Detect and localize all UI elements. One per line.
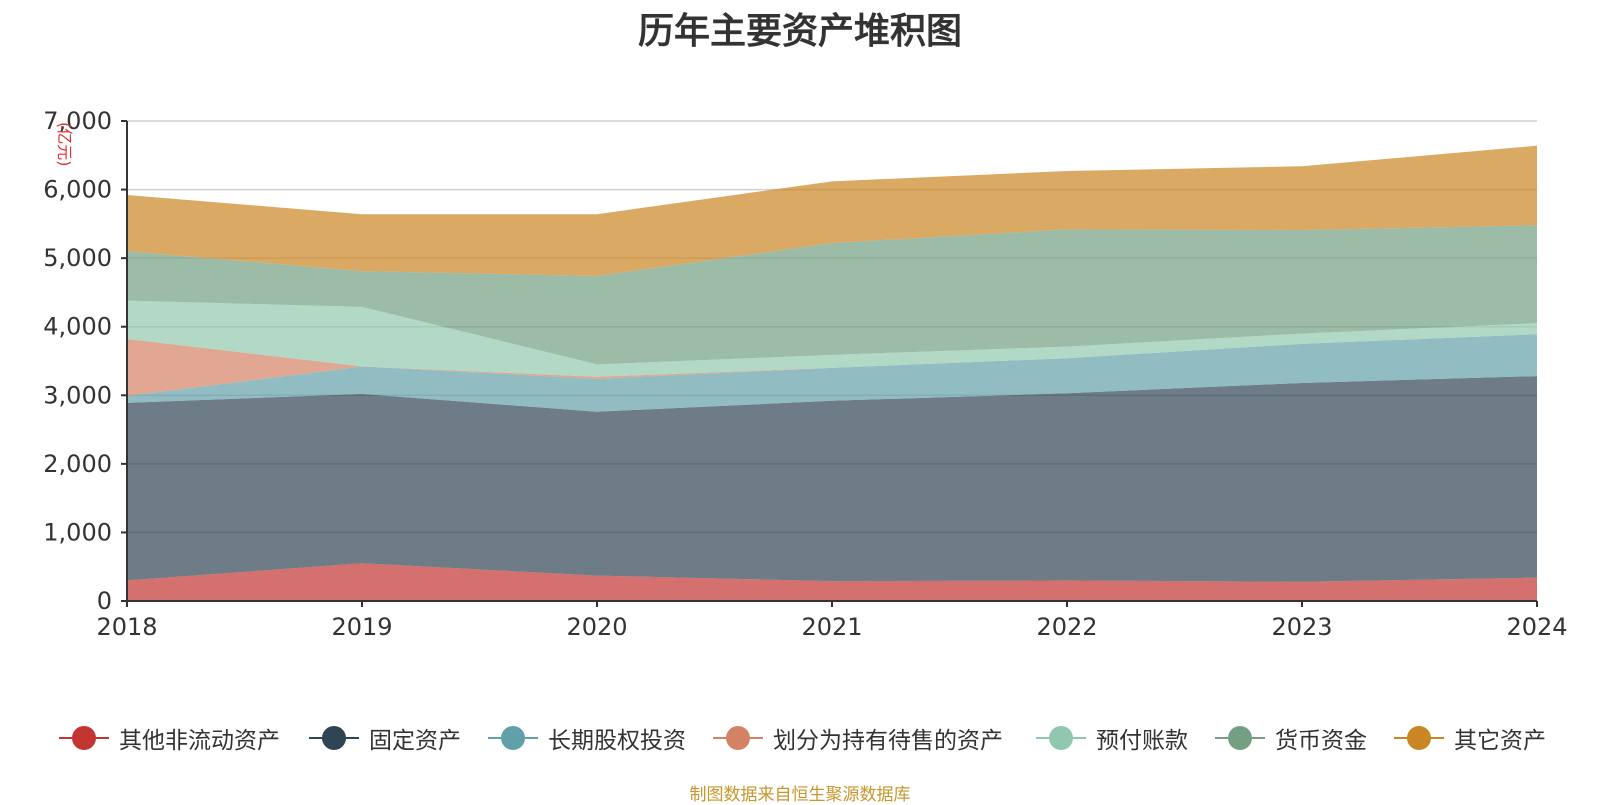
x-tick-label: 2022 — [1036, 613, 1097, 641]
y-tick-label: 1,000 — [43, 518, 112, 546]
legend-label: 货币资金 — [1275, 728, 1367, 754]
legend-item[interactable]: 划分为持有待售的资产 — [713, 718, 1003, 758]
area-series — [127, 334, 1537, 412]
legend-item[interactable]: 预付账款 — [1036, 718, 1188, 758]
legend-item[interactable]: 固定资产 — [309, 718, 461, 758]
legend-dot-icon — [1407, 726, 1431, 750]
legend-marker-icon — [488, 718, 538, 758]
legend-item[interactable]: 其它资产 — [1394, 718, 1546, 758]
legend-dot-icon — [726, 726, 750, 750]
x-tick-label: 2020 — [566, 613, 627, 641]
x-tick-label: 2019 — [331, 613, 392, 641]
legend-marker-icon — [1036, 718, 1086, 758]
y-axis-unit-label: (亿元) — [55, 122, 74, 167]
legend: 其他非流动资产 固定资产 长期股权投资 划分为持有待售的资产 预付账款 货币资金 其它资产 — [0, 718, 1600, 758]
legend-label: 其它资产 — [1454, 728, 1546, 754]
x-tick-label: 2021 — [801, 613, 862, 641]
x-tick-label: 2024 — [1506, 613, 1567, 641]
legend-dot-icon — [1049, 726, 1073, 750]
area-series — [127, 376, 1537, 582]
legend-dot-icon — [72, 726, 96, 750]
axes: 0 1,000 2,000 3,000 4,000 5,000 6,000 7,000 2018… — [43, 107, 1567, 641]
y-tick-label: 2,000 — [43, 450, 112, 478]
legend-item[interactable]: 长期股权投资 — [488, 718, 686, 758]
y-tick-label: 7,000 — [43, 107, 112, 135]
legend-dot-icon — [322, 726, 346, 750]
legend-marker-icon — [1394, 718, 1444, 758]
legend-marker-icon — [1215, 718, 1265, 758]
legend-label: 划分为持有待售的资产 — [773, 728, 1003, 754]
legend-label: 长期股权投资 — [548, 728, 686, 754]
x-tick-label: 2018 — [96, 613, 157, 641]
area-series — [127, 145, 1537, 276]
y-tick-label: 5,000 — [43, 244, 112, 272]
y-tick-label: 3,000 — [43, 381, 112, 409]
legend-dot-icon — [501, 726, 525, 750]
source-note: 制图数据来自恒生聚源数据库 — [689, 785, 911, 805]
legend-label: 预付账款 — [1096, 728, 1188, 754]
y-tick-label: 0 — [97, 587, 112, 615]
chart-title: 历年主要资产堆积图 — [637, 11, 962, 52]
legend-item[interactable]: 货币资金 — [1215, 718, 1367, 758]
area-series — [127, 225, 1537, 365]
area-layer — [127, 145, 1537, 601]
legend-marker-icon — [713, 718, 763, 758]
legend-marker-icon — [59, 718, 109, 758]
legend-marker-icon — [309, 718, 359, 758]
legend-label: 固定资产 — [369, 728, 461, 754]
legend-label: 其他非流动资产 — [119, 728, 280, 754]
area-series — [127, 300, 1537, 377]
legend-item[interactable]: 其他非流动资产 — [59, 718, 280, 758]
y-tick-label: 6,000 — [43, 176, 112, 204]
legend-dot-icon — [1228, 726, 1252, 750]
y-tick-label: 4,000 — [43, 313, 112, 341]
x-tick-label: 2023 — [1271, 613, 1332, 641]
area-series — [127, 563, 1537, 601]
